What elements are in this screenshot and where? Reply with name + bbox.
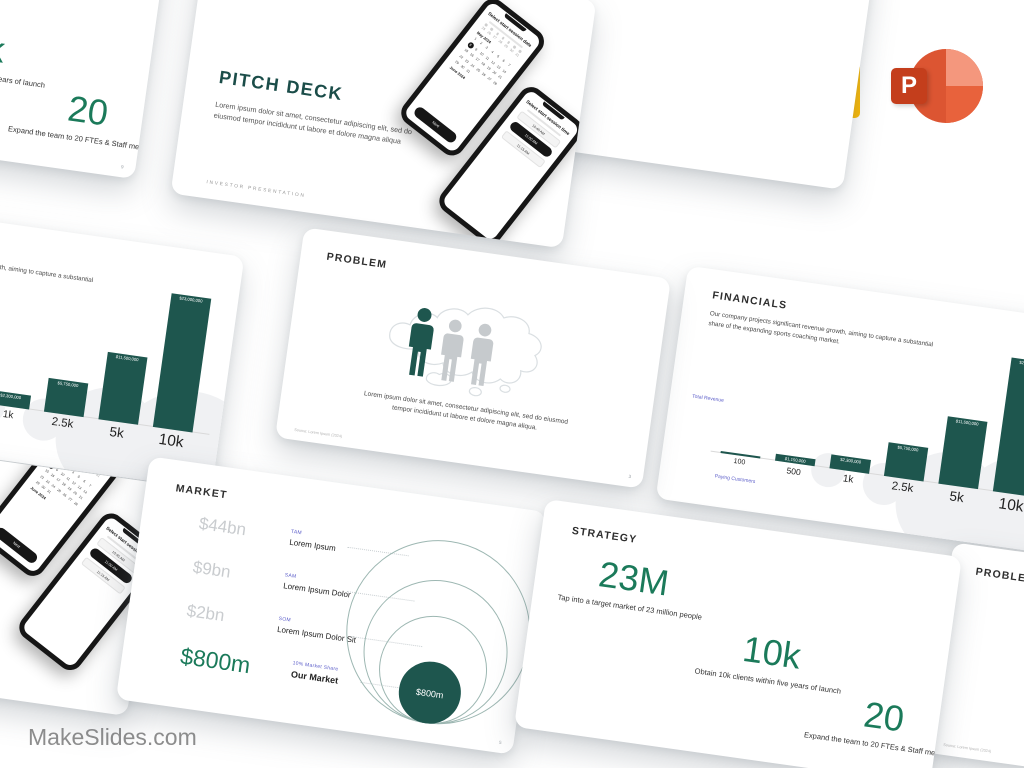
- slide-title: PITCH DECK: [217, 67, 345, 105]
- tam-sam-som-circles: $800m: [320, 511, 543, 744]
- market-row-tam: $44bn TAM Lorem Ipsum: [197, 513, 337, 553]
- slide-title: PROBLEM: [974, 565, 1024, 587]
- person-icon-gray: [470, 323, 494, 387]
- strategy-item: 23M Tap into a target market of 23 milli…: [550, 547, 716, 624]
- people-icons-group: [402, 305, 531, 397]
- powerpoint-circle: [909, 49, 983, 123]
- x-axis-label: Paying Customers: [714, 473, 756, 486]
- slide-card-problem[interactable]: PROBLEM Lorem ipsum dolor sit: [275, 227, 671, 489]
- page-number: 9: [120, 164, 124, 170]
- slide-title: MARKET: [174, 482, 229, 502]
- slide-title: PROBLEM: [325, 250, 388, 272]
- strategy-value: 10k: [0, 21, 8, 71]
- slide-body: Our company projects significant revenue…: [0, 246, 94, 285]
- makeslides-watermark: MakeSlides.com: [28, 724, 197, 750]
- strategy-item: 10k Obtain 10k clients within five years…: [0, 15, 58, 92]
- y-axis-label: Total Revenue: [691, 393, 725, 404]
- powerpoint-p-tile: P: [891, 68, 927, 104]
- slide-body: Lorem ipsum dolor sit amet, consectetur …: [213, 99, 413, 146]
- slide-card-strategy[interactable]: STRATEGY 23M Tap into a target market of…: [514, 498, 962, 768]
- strategy-item: 10k Obtain 10k clients within five years…: [688, 621, 854, 698]
- slide-card-blank: [545, 0, 875, 190]
- strategy-item: 20 Expand the team to 20 FTEs & Staff me…: [4, 79, 166, 156]
- slide-card-strategy-cropped[interactable]: STRATEGY 23M Tap into a target market of…: [0, 0, 166, 180]
- person-icon-accent: [408, 308, 434, 377]
- slide-body: Our company projects significant revenue…: [707, 310, 934, 349]
- market-amount: $2bn: [185, 601, 226, 626]
- page-number: 3: [628, 473, 632, 480]
- powerpoint-mid-quadrant: [946, 86, 983, 123]
- market-amount: $9bn: [191, 557, 232, 582]
- slide-footer: INVESTOR PRESENTATION: [206, 180, 306, 200]
- source-note: Source: Lorem Ipsum (2024): [942, 742, 992, 754]
- revenue-bar: $23,000,000: [992, 357, 1024, 497]
- market-amount: $800m: [178, 642, 253, 679]
- powerpoint-app-icon[interactable]: P: [891, 49, 983, 123]
- market-row-som: $2bn SOM Lorem Ipsum Dolor Sit: [185, 601, 357, 644]
- powerpoint-light-quadrant: [946, 49, 983, 86]
- next-button: Next: [0, 525, 40, 566]
- market-amount: $44bn: [197, 513, 248, 540]
- slide-card-financials-cropped[interactable]: FINANCIALS Our company projects signific…: [0, 201, 245, 490]
- map-outline-illustration: [364, 274, 588, 420]
- slide-title: FINANCIALS: [711, 289, 789, 312]
- market-row-sam: $9bn SAM Lorem Ipsum Dolor: [191, 557, 352, 600]
- market-row-our-market: $800m 10% Market Share Our Market: [178, 642, 339, 686]
- slide-title: STRATEGY: [571, 524, 639, 546]
- slide-card-cover[interactable]: PITCH DECK Lorem ipsum dolor sit amet, c…: [170, 0, 597, 249]
- source-note: Source: Lorem Ipsum (2024): [293, 427, 343, 439]
- revenue-bar: $5,750,000: [43, 377, 89, 418]
- revenue-bar: $5,750,000: [883, 442, 929, 482]
- slide-card-market[interactable]: MARKET $44bn TAM Lorem Ipsum $9bn SAM Lo…: [115, 456, 547, 755]
- slide-card-financials[interactable]: FINANCIALS Our company projects signific…: [655, 265, 1024, 554]
- page-number: 5: [498, 739, 502, 746]
- person-icon-gray: [441, 319, 464, 382]
